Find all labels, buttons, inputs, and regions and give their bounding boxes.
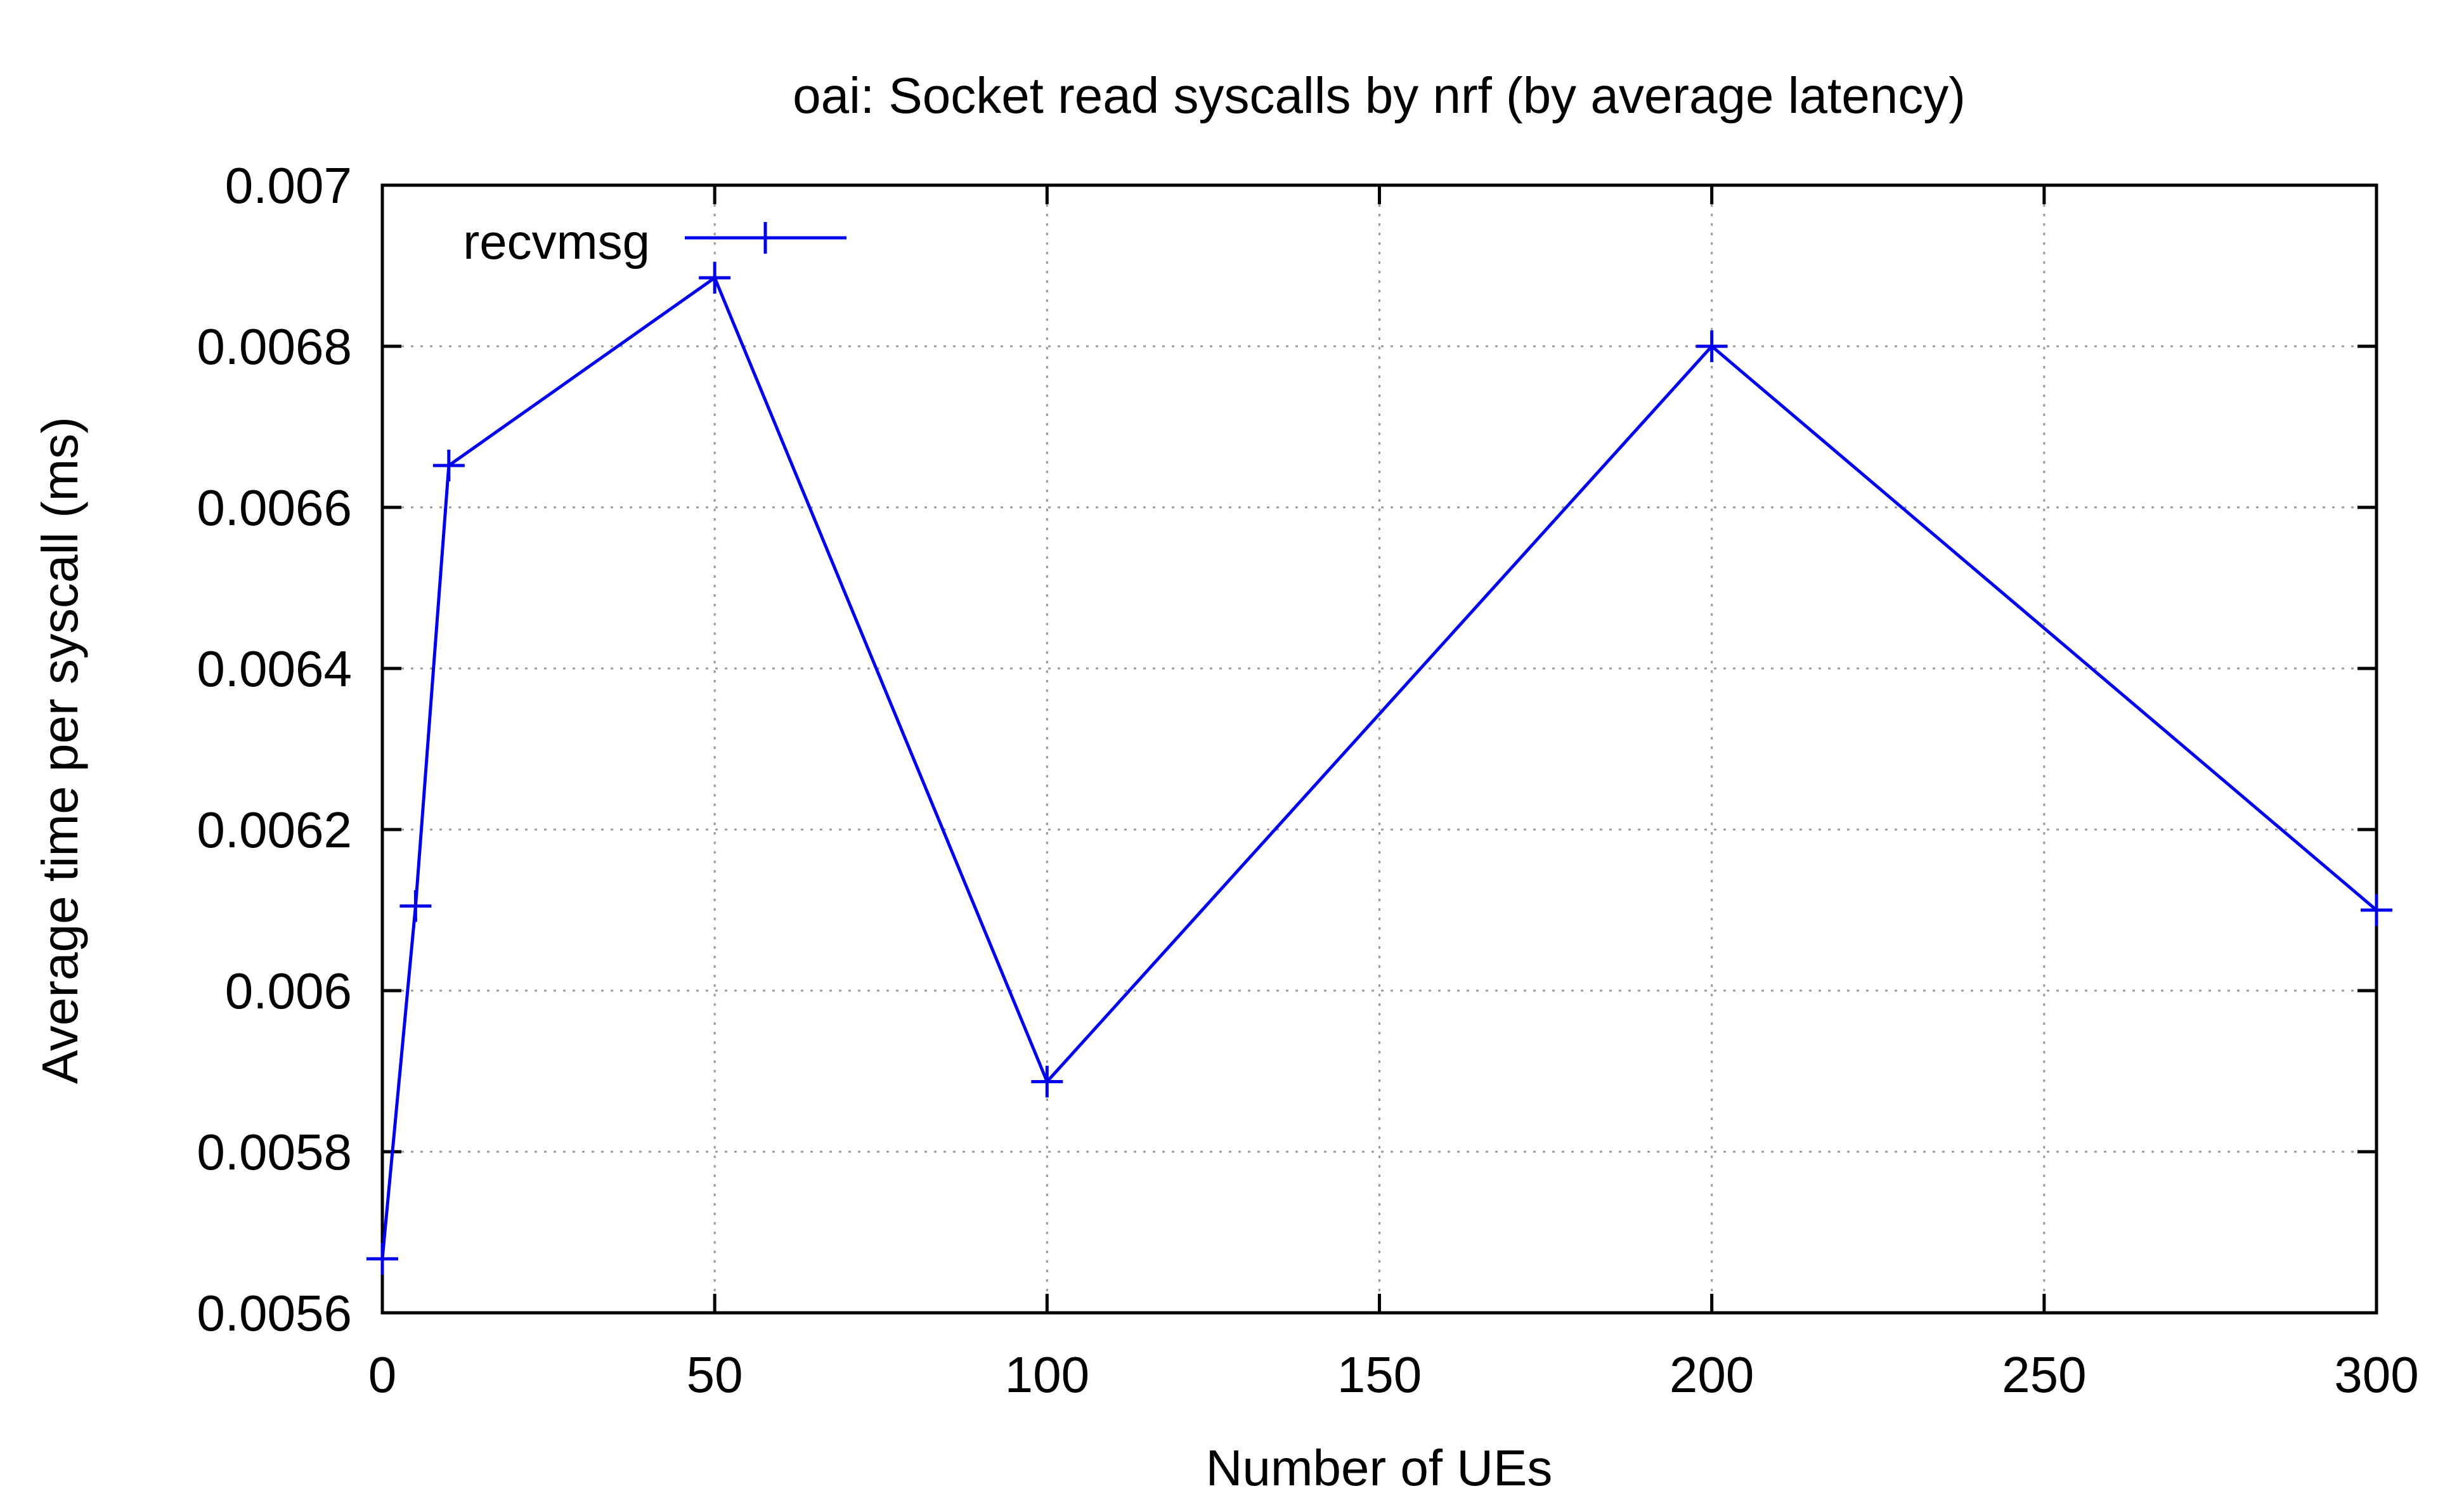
legend-marker-recvmsg [749, 222, 781, 254]
data-point-recvmsg [699, 262, 731, 294]
y-axis-label: Average time per syscall (ms) [32, 417, 88, 1084]
series-layer [366, 262, 2392, 1275]
legend-label-recvmsg: recvmsg [463, 214, 650, 270]
y-tick-label: 0.007 [225, 157, 352, 214]
x-tick-label: 200 [1670, 1346, 1754, 1403]
data-point-recvmsg [399, 890, 432, 922]
y-tick-label: 0.006 [225, 963, 352, 1019]
x-tick-label: 0 [368, 1346, 397, 1403]
data-point-recvmsg [1031, 1065, 1063, 1098]
plot-frame [380, 183, 2378, 1315]
x-tick-label: 250 [2002, 1346, 2086, 1403]
data-point-recvmsg [432, 449, 465, 481]
y-tick-label: 0.0066 [197, 479, 352, 536]
y-tick-label: 0.0064 [197, 641, 352, 697]
y-tick-label: 0.0058 [197, 1124, 352, 1180]
chart-title: oai: Socket read syscalls by nrf (by ave… [793, 67, 1966, 124]
data-point-recvmsg [366, 1242, 398, 1275]
data-point-recvmsg [1696, 330, 1728, 362]
x-axis-label: Number of UEs [1206, 1440, 1553, 1496]
x-tick-label: 150 [1337, 1346, 1422, 1403]
data-point-recvmsg [2361, 894, 2392, 926]
x-tick-label: 100 [1005, 1346, 1089, 1403]
y-tick-label: 0.0068 [197, 318, 352, 375]
legend: recvmsg [463, 214, 846, 270]
grid-lines [382, 185, 2376, 1313]
x-tick-label: 300 [2334, 1346, 2418, 1403]
x-tick-labels: 0 50 100 150 200 250 300 [368, 1346, 2419, 1403]
y-tick-label: 0.0056 [197, 1285, 352, 1341]
y-tick-labels: 0.0056 0.0058 0.006 0.0062 0.0064 0.0066 0.006… [197, 157, 352, 1341]
x-tick-label: 50 [687, 1346, 743, 1403]
y-tick-label: 0.0062 [197, 802, 352, 858]
